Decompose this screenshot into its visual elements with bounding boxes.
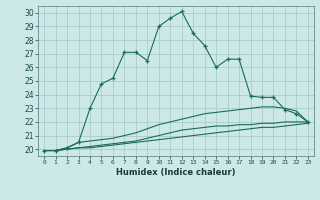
X-axis label: Humidex (Indice chaleur): Humidex (Indice chaleur) (116, 168, 236, 177)
